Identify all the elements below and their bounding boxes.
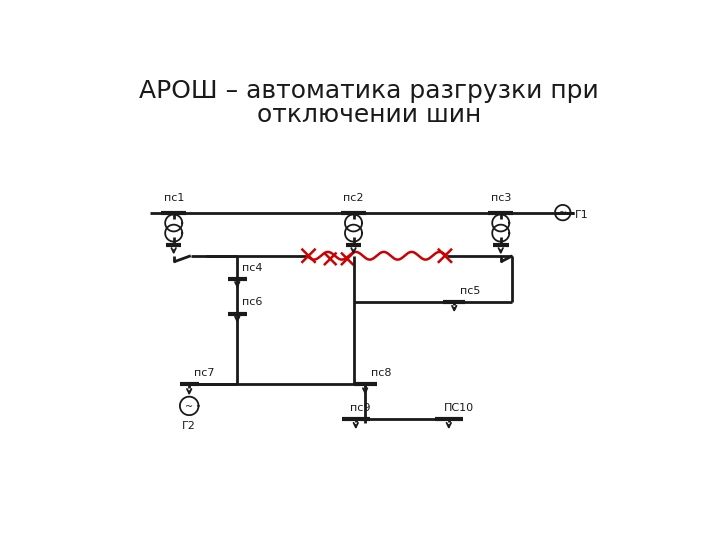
- Text: пс9: пс9: [351, 403, 371, 413]
- Text: отключении шин: отключении шин: [257, 103, 481, 127]
- Text: пс2: пс2: [343, 193, 364, 202]
- Text: пс4: пс4: [242, 262, 262, 273]
- Text: пс6: пс6: [242, 298, 262, 307]
- Text: пс8: пс8: [372, 368, 392, 378]
- Text: ПС10: ПС10: [444, 403, 474, 413]
- Text: ~: ~: [559, 208, 567, 218]
- Text: пс3: пс3: [490, 193, 511, 202]
- Text: пс7: пс7: [194, 368, 215, 378]
- Text: АРОШ – автоматика разгрузки при: АРОШ – автоматика разгрузки при: [139, 79, 599, 103]
- Text: Г2: Г2: [182, 421, 196, 431]
- Text: пс1: пс1: [163, 193, 184, 202]
- Text: пс5: пс5: [461, 286, 481, 296]
- Text: ~: ~: [185, 402, 193, 411]
- Text: Г1: Г1: [575, 210, 589, 220]
